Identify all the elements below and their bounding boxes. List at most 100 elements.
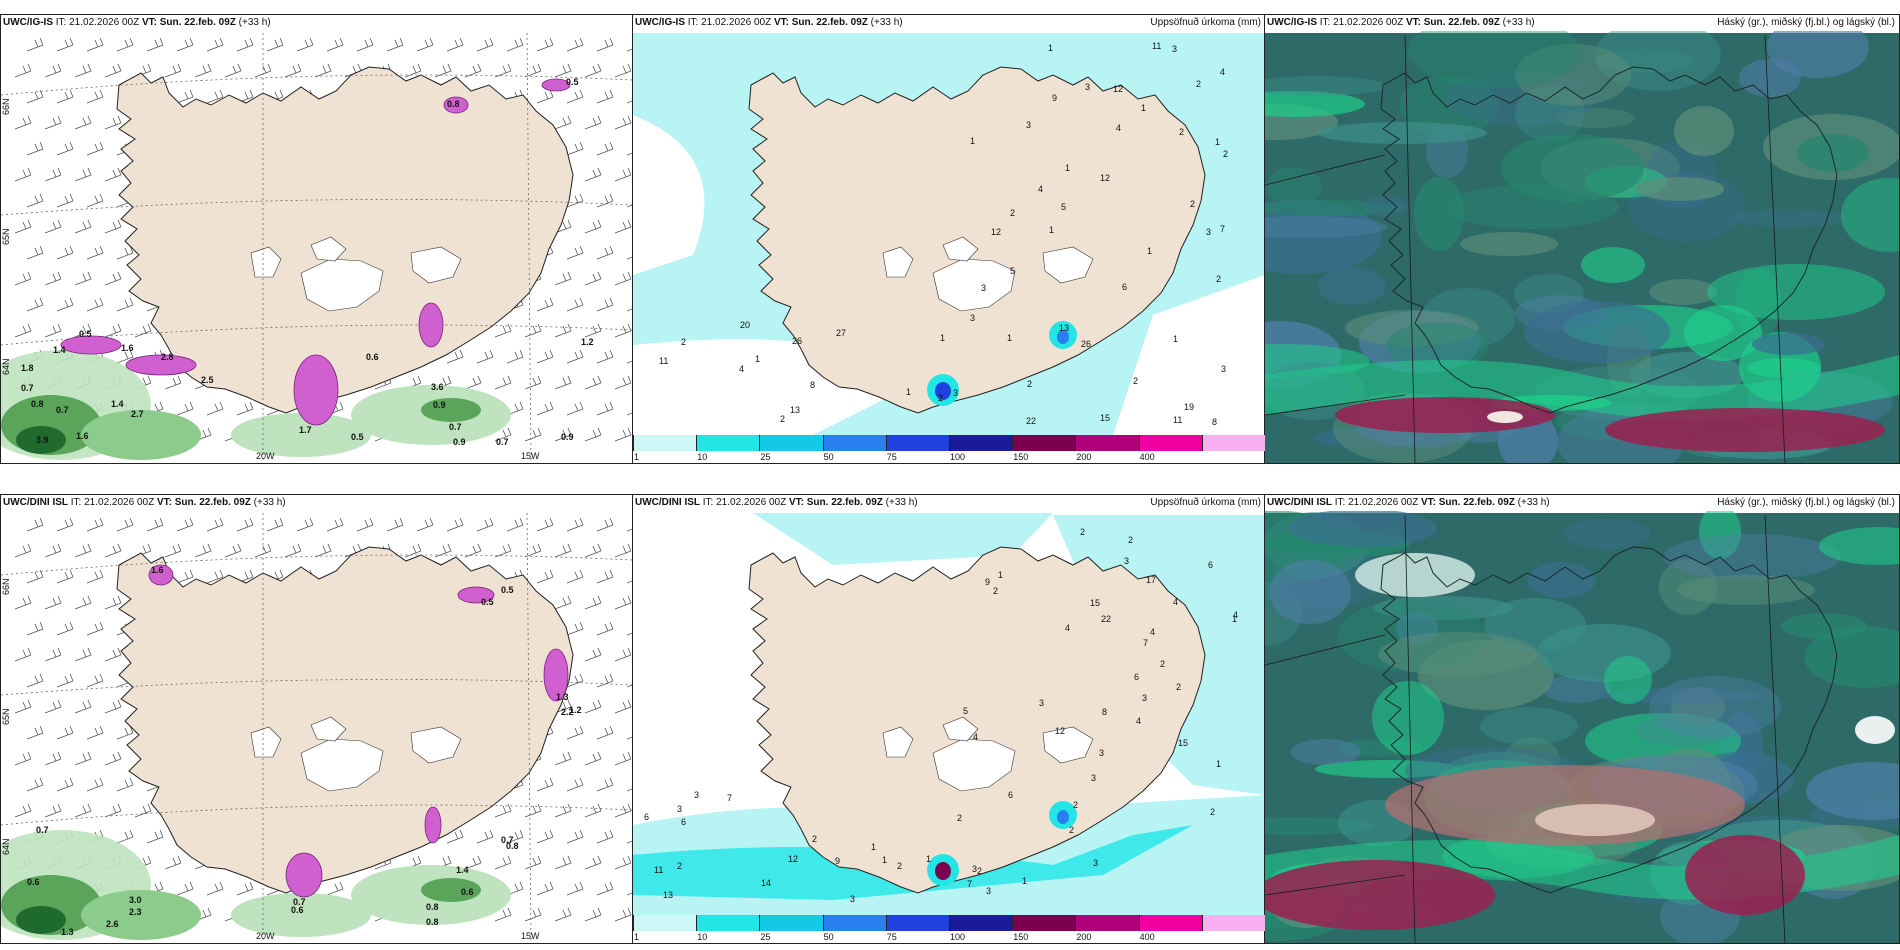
precip-value: 1 <box>940 333 945 343</box>
gust-value: 0.7 <box>36 825 49 835</box>
precip-value: 1 <box>871 842 876 852</box>
panel-header: UWC/DINI ISL IT: 21.02.2026 00Z VT: Sun.… <box>633 495 1265 511</box>
precip-value: 15 <box>1100 413 1110 423</box>
gust-value: 1.7 <box>299 425 312 435</box>
precip-value: 13 <box>663 890 673 900</box>
lat-label: 65N <box>1 708 11 725</box>
colorbar-tick: 100 <box>950 932 966 942</box>
colorbar-tick: 75 <box>886 452 897 462</box>
colorbar-cell <box>633 915 697 931</box>
colorbar-tick: 25 <box>760 452 771 462</box>
lead-time: (+33 h) <box>238 17 271 28</box>
high-cloud-areas <box>1335 397 1885 452</box>
gust-value: 0.7 <box>501 835 514 845</box>
precip-value: 1 <box>1216 759 1221 769</box>
panel-title: Uppsöfnuð úrkoma (mm) <box>1150 497 1261 508</box>
gust-value: 0.5 <box>501 585 514 595</box>
lead-time: (+33 h) <box>1502 17 1535 28</box>
precip-value: 1 <box>1049 225 1054 235</box>
precip-value: 3 <box>694 790 699 800</box>
precip-value: 7 <box>1143 638 1148 648</box>
colorbar-tick: 400 <box>1139 932 1155 942</box>
precip-value: 3 <box>1085 82 1090 92</box>
glacier <box>300 738 384 792</box>
colorbar-cell <box>1075 435 1139 451</box>
gust-value: 0.9 <box>453 437 466 447</box>
precip-value: 12 <box>1100 173 1110 183</box>
gust-value: 0.9 <box>561 432 574 442</box>
precip-value: 3 <box>981 283 986 293</box>
precip-value: 1 <box>1065 163 1070 173</box>
gust-value: 2.5 <box>201 375 214 385</box>
gust-values: 0.5 1.4 1.8 0.7 0.8 0.7 1.4 2.7 3.9 1.6 2.8 1.6 2.5 1… <box>21 77 594 447</box>
gust-value: 0.7 <box>21 383 34 393</box>
precip-value: 6 <box>1008 790 1013 800</box>
precip-value: 22 <box>1026 416 1036 426</box>
gust-value: 1.4 <box>53 345 66 355</box>
valid-label: VT: <box>773 17 789 28</box>
precip-value: 2 <box>1073 800 1078 810</box>
precip-value: 4 <box>1150 627 1155 637</box>
precip-value: 7 <box>1220 224 1225 234</box>
lat-label: 66N <box>1 98 11 115</box>
glacier <box>882 726 914 758</box>
colorbar-tick: 50 <box>823 932 834 942</box>
lead-time: (+33 h) <box>253 497 286 508</box>
lon-label: 20W <box>256 931 275 941</box>
precip-value: 2 <box>1210 807 1215 817</box>
colorbar-cell <box>759 435 823 451</box>
colorbar-tick: 10 <box>697 452 708 462</box>
precip-value: 3 <box>1093 858 1098 868</box>
precip-value: 7 <box>727 793 732 803</box>
gust-value: 1.8 <box>21 363 34 373</box>
glacier <box>932 258 1016 312</box>
precip-value: 2 <box>977 866 982 876</box>
colorbar-tick: 150 <box>1013 452 1029 462</box>
panel-title: Uppsöfnuð úrkoma (mm) <box>1150 17 1261 28</box>
gust-value: 2.3 <box>129 907 142 917</box>
colorbar-cell <box>696 435 760 451</box>
panel-header: UWC/DINI ISL IT: 21.02.2026 00Z VT: Sun.… <box>1 495 633 511</box>
precip-value: 2 <box>1080 527 1085 537</box>
precip-value: 3 <box>1026 120 1031 130</box>
valid-time: Sun. 22.feb. 09Z <box>159 17 236 28</box>
precip-value: 2 <box>1190 199 1195 209</box>
precip-value: 12 <box>1055 726 1065 736</box>
lead-time: (+33 h) <box>870 17 903 28</box>
gust-value: 0.7 <box>293 897 306 907</box>
gust-value: 2.6 <box>106 919 119 929</box>
colorbar-cell <box>1138 435 1202 451</box>
glacier <box>882 246 914 278</box>
model-name: UWC/DINI ISL <box>1267 497 1332 508</box>
iceland-land <box>748 66 1206 414</box>
precip-value: 9 <box>835 856 840 866</box>
precip-value: 2 <box>1176 682 1181 692</box>
gust-value: 0.5 <box>351 432 364 442</box>
precip-value: 2 <box>1179 127 1184 137</box>
precip-value: 4 <box>1116 123 1121 133</box>
gust-value: 0.7 <box>496 437 509 447</box>
gust-value: 0.8 <box>31 399 44 409</box>
precip-value: 3 <box>953 388 958 398</box>
colorbar-cell <box>1012 435 1076 451</box>
gust-field <box>1 350 511 460</box>
colorbar-cell <box>1201 435 1265 451</box>
colorbar-cell <box>1012 915 1076 931</box>
gust-value: 3.9 <box>36 435 49 445</box>
glacier <box>250 726 282 758</box>
glacier <box>932 738 1016 792</box>
init-time: IT: 21.02.2026 00Z <box>55 17 140 28</box>
precip-value: 4 <box>1173 597 1178 607</box>
precip-value: 2 <box>957 813 962 823</box>
precip-value: 3 <box>970 313 975 323</box>
precip-value: 13 <box>790 405 800 415</box>
gust-value: 0.6 <box>291 905 304 915</box>
map-panel-igis-cloud: UWC/IG-IS IT: 21.02.2026 00Z VT: Sun. 22… <box>1264 14 1900 464</box>
precip-value: 8 <box>1102 707 1107 717</box>
precip-value: 2 <box>780 414 785 424</box>
gust-value: 1.6 <box>76 431 89 441</box>
model-name: UWC/IG-IS <box>1267 17 1317 28</box>
precip-value: 8 <box>1212 417 1217 427</box>
colorbar-tick: 200 <box>1076 452 1092 462</box>
